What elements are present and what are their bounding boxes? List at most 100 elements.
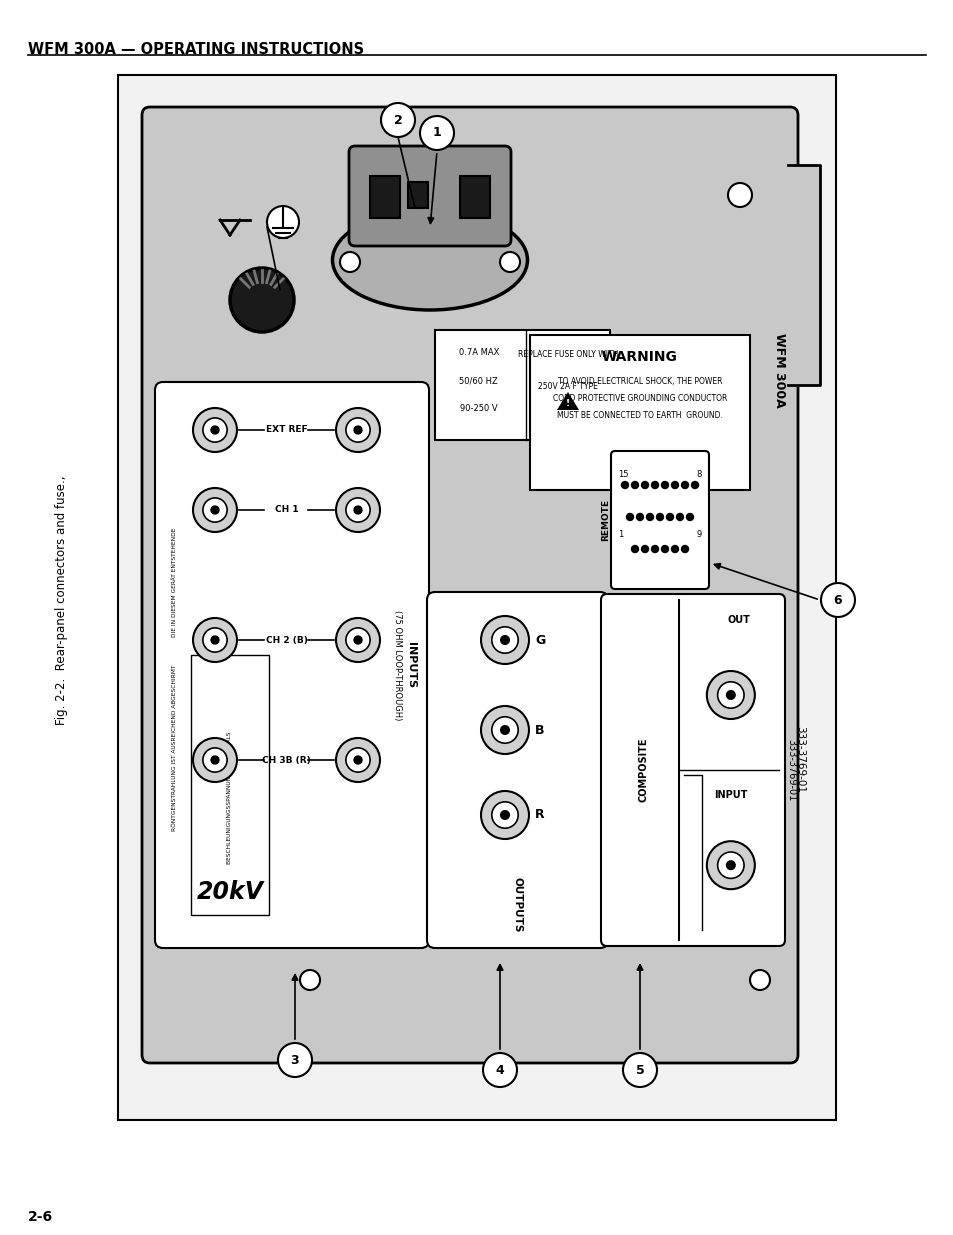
Text: CH 2 (B): CH 2 (B) bbox=[265, 636, 307, 645]
Circle shape bbox=[203, 498, 227, 522]
FancyBboxPatch shape bbox=[349, 146, 511, 246]
Circle shape bbox=[193, 618, 236, 662]
Circle shape bbox=[346, 748, 370, 772]
Circle shape bbox=[480, 790, 529, 839]
Text: 1: 1 bbox=[618, 530, 622, 538]
Circle shape bbox=[651, 546, 658, 552]
Text: COMPOSITE: COMPOSITE bbox=[638, 737, 647, 803]
Circle shape bbox=[277, 1044, 312, 1077]
Circle shape bbox=[335, 488, 379, 532]
Circle shape bbox=[203, 748, 227, 772]
Text: B: B bbox=[535, 724, 544, 736]
Circle shape bbox=[749, 969, 769, 990]
Circle shape bbox=[354, 426, 361, 433]
Circle shape bbox=[203, 417, 227, 442]
Text: RÖNTGENSTRAHLUNG IST AUSREICHEND ABGESCHIRMT: RÖNTGENSTRAHLUNG IST AUSREICHEND ABGESCH… bbox=[172, 664, 177, 831]
Circle shape bbox=[666, 514, 673, 520]
Text: 250V 2A F TYPE: 250V 2A F TYPE bbox=[537, 382, 598, 391]
Text: Fig. 2-2.  Rear-panel connectors and fuse.,: Fig. 2-2. Rear-panel connectors and fuse… bbox=[55, 475, 69, 725]
Circle shape bbox=[346, 498, 370, 522]
Text: INPUT: INPUT bbox=[714, 790, 747, 800]
Text: OUTPUTS: OUTPUTS bbox=[512, 877, 522, 932]
Circle shape bbox=[193, 739, 236, 782]
Circle shape bbox=[339, 252, 359, 272]
Circle shape bbox=[821, 583, 854, 618]
Circle shape bbox=[203, 627, 227, 652]
Polygon shape bbox=[787, 165, 820, 385]
Text: 3: 3 bbox=[291, 1053, 299, 1067]
Circle shape bbox=[717, 682, 743, 708]
Circle shape bbox=[646, 514, 653, 520]
Text: DIE IN DIESEM GERÄT ENTSTEHENDE: DIE IN DIESEM GERÄT ENTSTEHENDE bbox=[172, 527, 177, 637]
Circle shape bbox=[631, 482, 638, 489]
Circle shape bbox=[419, 116, 454, 149]
Circle shape bbox=[335, 618, 379, 662]
Circle shape bbox=[193, 488, 236, 532]
Text: R: R bbox=[535, 809, 544, 821]
Text: 90-250 V: 90-250 V bbox=[459, 404, 497, 412]
Circle shape bbox=[354, 506, 361, 514]
Text: CH 3B (R): CH 3B (R) bbox=[262, 756, 311, 764]
Circle shape bbox=[691, 482, 698, 489]
Text: REMOTE: REMOTE bbox=[600, 499, 609, 541]
Text: 333-3769-01: 333-3769-01 bbox=[785, 739, 795, 802]
Circle shape bbox=[676, 514, 682, 520]
Ellipse shape bbox=[333, 210, 527, 310]
Circle shape bbox=[626, 514, 633, 520]
Circle shape bbox=[671, 482, 678, 489]
FancyBboxPatch shape bbox=[600, 594, 784, 946]
Circle shape bbox=[500, 636, 509, 645]
Bar bbox=[370, 177, 399, 219]
Circle shape bbox=[680, 546, 688, 552]
Circle shape bbox=[726, 861, 735, 869]
Text: 50/60 HZ: 50/60 HZ bbox=[459, 375, 497, 385]
Circle shape bbox=[492, 802, 517, 829]
Text: BESCHLEUNIGUNGSSPANNUNG KLEINER ALS: BESCHLEUNIGUNGSSPANNUNG KLEINER ALS bbox=[227, 732, 233, 864]
Circle shape bbox=[482, 1053, 517, 1087]
Text: CH 1: CH 1 bbox=[274, 505, 298, 515]
Circle shape bbox=[620, 482, 628, 489]
Circle shape bbox=[335, 408, 379, 452]
Text: INPUTS: INPUTS bbox=[406, 642, 416, 688]
Circle shape bbox=[651, 482, 658, 489]
Text: 9: 9 bbox=[696, 530, 701, 538]
Bar bbox=[530, 335, 749, 490]
Circle shape bbox=[717, 852, 743, 878]
Text: G: G bbox=[535, 634, 545, 646]
Circle shape bbox=[622, 1053, 657, 1087]
Circle shape bbox=[726, 690, 735, 699]
FancyBboxPatch shape bbox=[610, 451, 708, 589]
Circle shape bbox=[346, 417, 370, 442]
Text: 0.7A MAX: 0.7A MAX bbox=[458, 348, 498, 357]
Text: EXT REF: EXT REF bbox=[265, 426, 307, 435]
Circle shape bbox=[640, 482, 648, 489]
Circle shape bbox=[299, 969, 319, 990]
Circle shape bbox=[480, 616, 529, 664]
Circle shape bbox=[267, 206, 298, 238]
Text: 8: 8 bbox=[696, 471, 701, 479]
Circle shape bbox=[660, 546, 668, 552]
Circle shape bbox=[354, 636, 361, 643]
Text: TO AVOID ELECTRICAL SHOCK, THE POWER: TO AVOID ELECTRICAL SHOCK, THE POWER bbox=[558, 377, 721, 387]
Circle shape bbox=[230, 268, 294, 332]
FancyBboxPatch shape bbox=[427, 592, 607, 948]
FancyBboxPatch shape bbox=[154, 382, 429, 948]
Circle shape bbox=[211, 636, 219, 643]
Bar bbox=[459, 177, 490, 219]
Text: WARNING: WARNING bbox=[601, 350, 678, 364]
Text: 15: 15 bbox=[618, 471, 628, 479]
Text: OUT: OUT bbox=[726, 615, 749, 625]
Circle shape bbox=[500, 810, 509, 819]
Text: 333-3769-01: 333-3769-01 bbox=[794, 726, 804, 794]
Circle shape bbox=[631, 546, 638, 552]
Text: !: ! bbox=[565, 399, 570, 408]
Circle shape bbox=[492, 627, 517, 653]
Bar bbox=[435, 330, 609, 440]
Circle shape bbox=[211, 426, 219, 433]
Text: MUST BE CONNECTED TO EARTH  GROUND.: MUST BE CONNECTED TO EARTH GROUND. bbox=[557, 411, 722, 420]
Circle shape bbox=[335, 739, 379, 782]
Text: WFM 300A: WFM 300A bbox=[773, 332, 785, 408]
Text: 4: 4 bbox=[496, 1063, 504, 1077]
Circle shape bbox=[686, 514, 693, 520]
Circle shape bbox=[727, 183, 751, 207]
